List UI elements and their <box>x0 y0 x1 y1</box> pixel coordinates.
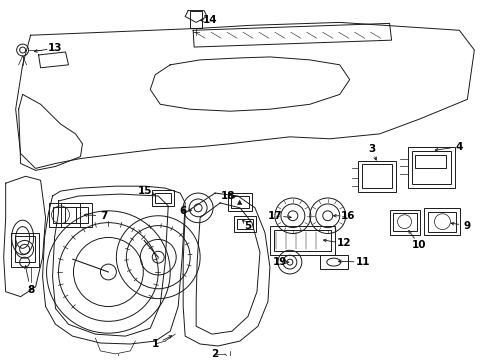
Text: 5: 5 <box>244 221 251 231</box>
Text: 10: 10 <box>411 240 426 250</box>
Text: 14: 14 <box>203 15 217 26</box>
Bar <box>269 226 334 255</box>
Bar <box>427 212 455 231</box>
Text: 4: 4 <box>455 142 462 152</box>
Text: 2: 2 <box>211 349 218 359</box>
Text: 8: 8 <box>27 285 34 295</box>
Bar <box>389 210 419 234</box>
Text: 16: 16 <box>340 211 354 221</box>
Bar <box>424 208 459 235</box>
Bar <box>48 203 81 226</box>
Text: 6: 6 <box>179 206 186 216</box>
Bar <box>414 154 446 168</box>
Bar <box>155 193 171 203</box>
Text: 13: 13 <box>48 43 62 53</box>
Bar <box>411 150 450 184</box>
Text: 11: 11 <box>355 257 369 267</box>
Bar <box>227 193 251 211</box>
Bar <box>273 230 330 251</box>
Bar <box>190 10 202 28</box>
Text: 18: 18 <box>221 191 235 201</box>
Text: 7: 7 <box>101 211 108 221</box>
Text: 1: 1 <box>151 339 159 349</box>
Bar <box>52 207 76 223</box>
Text: ▲: ▲ <box>237 199 242 205</box>
Text: 12: 12 <box>336 238 350 248</box>
Text: 17: 17 <box>267 211 282 221</box>
Bar <box>357 161 395 192</box>
Bar <box>361 165 391 188</box>
Bar <box>64 207 88 223</box>
Text: 19: 19 <box>272 257 286 267</box>
Bar <box>237 219 252 229</box>
Bar <box>61 203 92 226</box>
Bar <box>234 216 255 231</box>
Text: 15: 15 <box>138 186 152 196</box>
Bar <box>11 233 39 267</box>
Text: 9: 9 <box>463 221 470 231</box>
Bar <box>319 255 347 269</box>
Text: 3: 3 <box>367 144 374 154</box>
Bar <box>152 190 174 206</box>
Bar <box>392 213 416 230</box>
Bar <box>15 237 35 262</box>
Bar <box>407 147 454 188</box>
Bar <box>230 196 248 208</box>
